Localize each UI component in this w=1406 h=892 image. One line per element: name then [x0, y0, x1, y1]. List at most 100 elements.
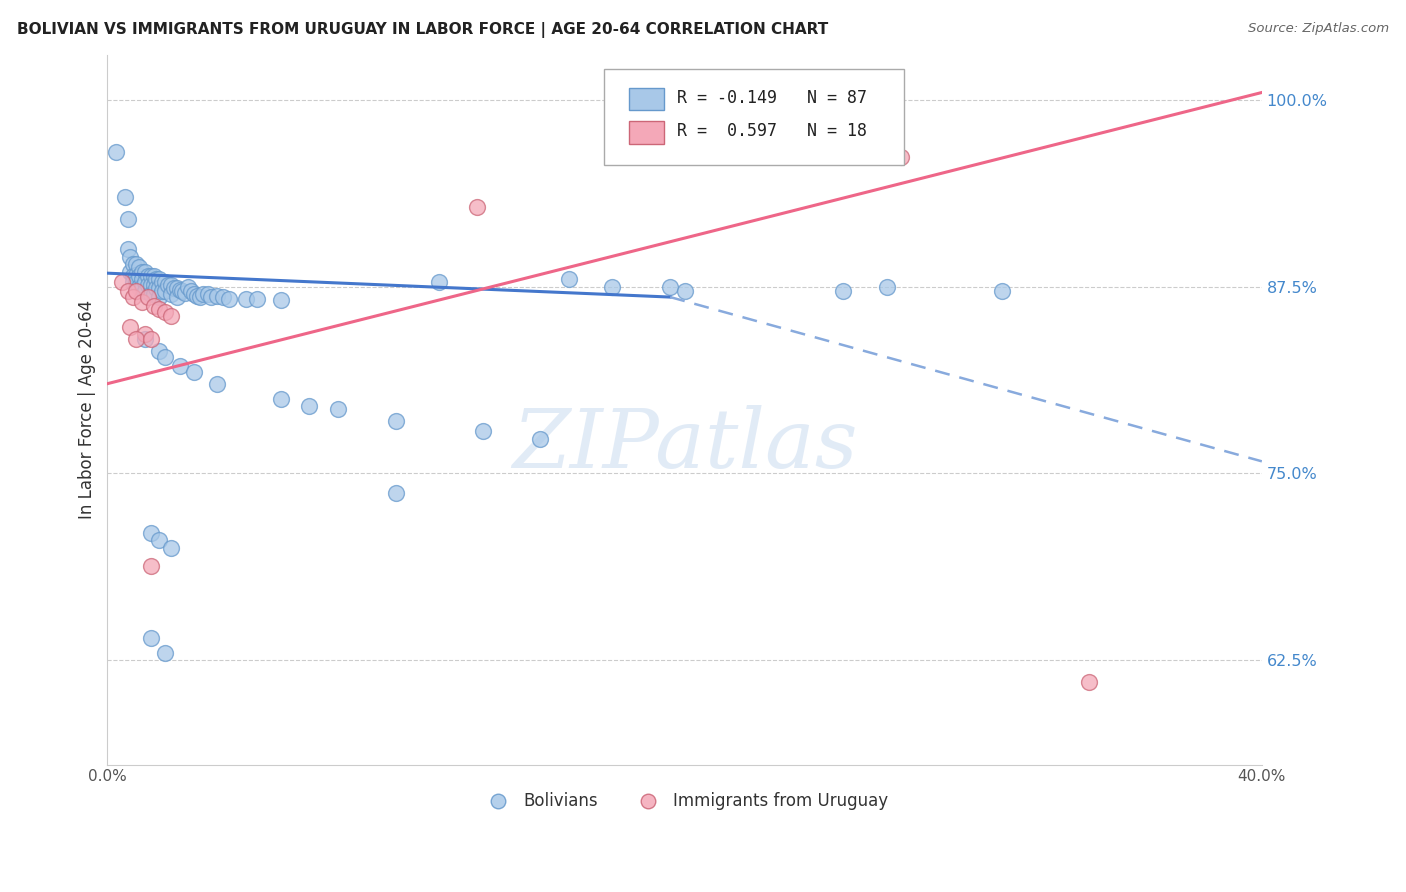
Point: [160, 310, 183, 324]
Point: [134, 265, 156, 279]
Point: [139, 287, 162, 301]
Point: [148, 343, 170, 358]
Point: [156, 278, 179, 293]
Point: [139, 558, 162, 573]
Point: [160, 287, 183, 301]
Point: [128, 260, 150, 275]
Point: [139, 278, 162, 293]
Point: [150, 284, 173, 298]
Point: [183, 287, 205, 301]
Point: [673, 284, 696, 298]
Point: [205, 376, 228, 391]
Point: [169, 359, 191, 373]
Point: [172, 284, 194, 298]
Point: [166, 290, 188, 304]
Point: [139, 526, 162, 541]
Point: [153, 284, 176, 298]
Point: [183, 365, 205, 379]
Point: [270, 293, 292, 307]
Point: [134, 275, 156, 289]
Text: R = -0.149   N = 87: R = -0.149 N = 87: [676, 88, 866, 107]
Point: [125, 268, 148, 282]
Y-axis label: In Labor Force | Age 20-64: In Labor Force | Age 20-64: [79, 301, 96, 519]
Point: [328, 402, 350, 417]
Point: [122, 290, 145, 304]
Text: ZIPatlas: ZIPatlas: [512, 405, 858, 485]
Point: [111, 275, 134, 289]
Point: [148, 533, 170, 548]
Point: [385, 414, 408, 428]
Point: [142, 278, 165, 293]
Point: [153, 646, 176, 660]
Point: [128, 279, 150, 293]
Point: [125, 257, 148, 271]
Point: [139, 631, 162, 645]
Point: [160, 278, 183, 293]
Point: [134, 284, 156, 298]
Point: [465, 201, 488, 215]
Point: [191, 287, 214, 301]
Point: [131, 279, 153, 293]
Point: [131, 272, 153, 286]
Point: [134, 327, 156, 342]
Point: [120, 320, 142, 334]
Point: [117, 212, 139, 227]
Point: [136, 290, 159, 304]
Point: [131, 294, 153, 309]
Point: [148, 301, 170, 316]
Point: [177, 279, 200, 293]
Text: R =  0.597   N = 18: R = 0.597 N = 18: [676, 122, 866, 140]
Point: [602, 279, 624, 293]
Point: [105, 145, 128, 160]
Point: [122, 257, 145, 271]
Point: [471, 425, 494, 439]
Point: [298, 399, 321, 413]
FancyBboxPatch shape: [630, 87, 664, 111]
Point: [832, 284, 855, 298]
Point: [139, 332, 162, 346]
Point: [122, 275, 145, 289]
Point: [142, 299, 165, 313]
Point: [385, 485, 408, 500]
Point: [218, 292, 240, 306]
Point: [139, 269, 162, 284]
Point: [235, 292, 257, 306]
Point: [136, 269, 159, 284]
Text: BOLIVIAN VS IMMIGRANTS FROM URUGUAY IN LABOR FORCE | AGE 20-64 CORRELATION CHART: BOLIVIAN VS IMMIGRANTS FROM URUGUAY IN L…: [17, 22, 828, 38]
Point: [991, 284, 1014, 298]
Point: [1077, 675, 1099, 690]
Point: [186, 288, 208, 302]
Point: [529, 432, 551, 446]
Point: [211, 290, 233, 304]
Point: [169, 283, 191, 297]
Legend: Bolivians, Immigrants from Uruguay: Bolivians, Immigrants from Uruguay: [475, 785, 894, 816]
Point: [145, 272, 167, 286]
Point: [890, 150, 912, 164]
Point: [128, 269, 150, 284]
Point: [174, 285, 197, 300]
Point: [153, 275, 176, 289]
Point: [166, 281, 188, 295]
Point: [125, 275, 148, 289]
Point: [205, 288, 228, 302]
Point: [427, 275, 450, 289]
Point: [142, 269, 165, 284]
Point: [122, 269, 145, 284]
Point: [163, 281, 186, 295]
Point: [120, 250, 142, 264]
Point: [270, 392, 292, 406]
Point: [558, 272, 581, 286]
Point: [200, 290, 222, 304]
Point: [180, 284, 202, 298]
Point: [876, 279, 898, 293]
Point: [148, 290, 170, 304]
FancyBboxPatch shape: [603, 70, 904, 165]
Point: [197, 287, 219, 301]
Point: [145, 281, 167, 295]
Point: [120, 265, 142, 279]
Point: [153, 305, 176, 319]
Point: [117, 284, 139, 298]
Point: [160, 541, 183, 555]
Point: [125, 284, 148, 298]
Point: [142, 287, 165, 301]
